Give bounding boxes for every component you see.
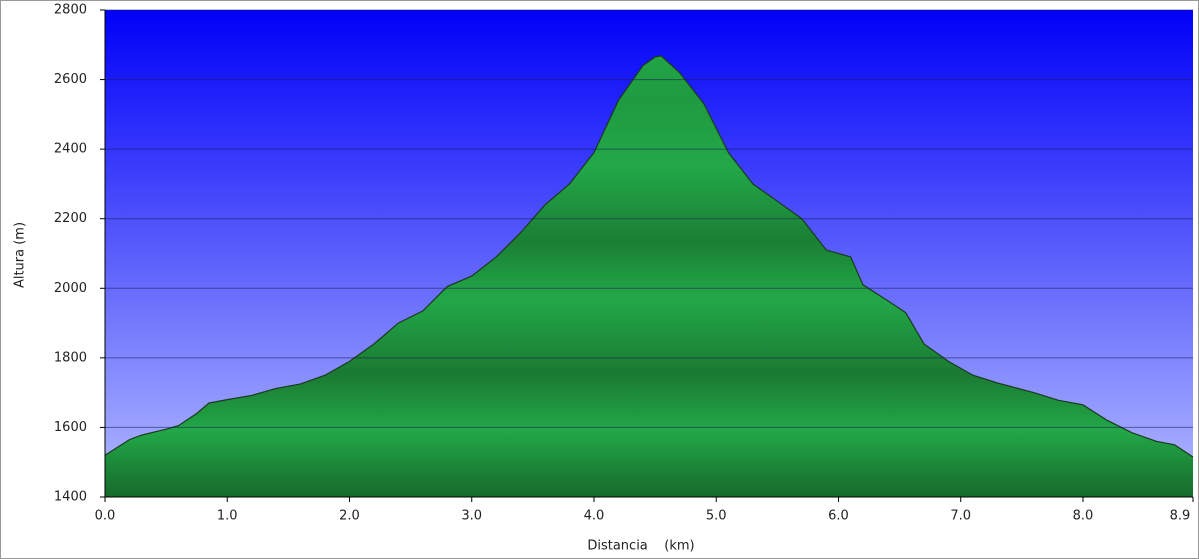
- y-tick-label: 2200: [54, 211, 87, 226]
- area-outline: [104, 55, 1194, 458]
- x-tick-label: 2.0: [339, 509, 360, 524]
- y-tick-label: 2600: [54, 72, 87, 87]
- x-tick-label: 3.0: [461, 509, 482, 524]
- y-axis-label: Altura (m): [13, 222, 28, 288]
- x-tick-label: 1.0: [217, 509, 238, 524]
- y-tick-label: 2800: [54, 3, 87, 18]
- x-tick-label: 5.0: [706, 509, 727, 524]
- x-tick-label: 8.9: [1170, 509, 1191, 524]
- x-tick-label: 4.0: [584, 509, 605, 524]
- x-tick-label: 8.0: [1073, 509, 1094, 524]
- x-axis-label: Distancia (km): [587, 539, 694, 554]
- y-tick-label: 1400: [54, 490, 87, 505]
- x-tick-label: 6.0: [828, 509, 849, 524]
- y-tick-label: 1800: [54, 350, 87, 365]
- x-tick-label: 0.0: [95, 509, 116, 524]
- y-tick-label: 2000: [54, 281, 87, 296]
- x-tick-label: 7.0: [950, 509, 971, 524]
- y-tick-label: 1600: [54, 420, 87, 435]
- area-fill: [105, 55, 1193, 497]
- y-tick-label: 2400: [54, 142, 87, 157]
